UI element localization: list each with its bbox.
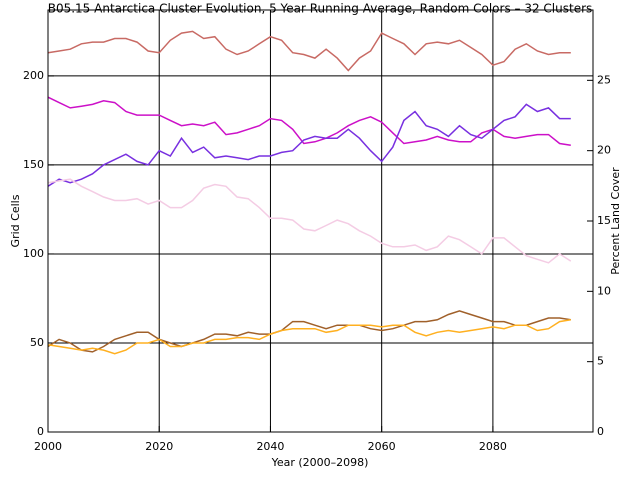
x-tick-label: 2000 — [34, 440, 62, 453]
y2-tick-label: 15 — [597, 214, 611, 227]
y-tick-label: 150 — [23, 158, 44, 171]
y2-tick-label: 20 — [597, 144, 611, 157]
y2-tick-label: 5 — [597, 355, 604, 368]
y-tick-label: 50 — [30, 336, 44, 349]
y2-tick-label: 10 — [597, 284, 611, 297]
y2-tick-label: 25 — [597, 73, 611, 86]
series-line — [47, 178, 572, 264]
y2-axis-label: Percent Land Cover — [609, 167, 622, 275]
series-line — [47, 103, 571, 187]
x-tick-label: 2060 — [368, 440, 396, 453]
series-line — [47, 310, 571, 353]
series-line — [47, 96, 571, 147]
x-tick-label: 2080 — [479, 440, 507, 453]
x-tick-label: 2020 — [145, 440, 173, 453]
chart-title: B05.15 Antarctica Cluster Evolution, 5 Y… — [48, 2, 593, 16]
y-tick-label: 0 — [37, 425, 44, 438]
series-line — [47, 319, 571, 355]
plot-frame — [47, 9, 594, 433]
y-tick-label: 200 — [23, 69, 44, 82]
y-axis-label: Grid Cells — [9, 194, 22, 247]
series-line — [47, 30, 571, 72]
y2-tick-label: 0 — [597, 425, 604, 438]
x-tick-label: 2040 — [256, 440, 284, 453]
x-axis-label: Year (2000–2098) — [271, 456, 369, 469]
y-tick-label: 100 — [23, 247, 44, 260]
